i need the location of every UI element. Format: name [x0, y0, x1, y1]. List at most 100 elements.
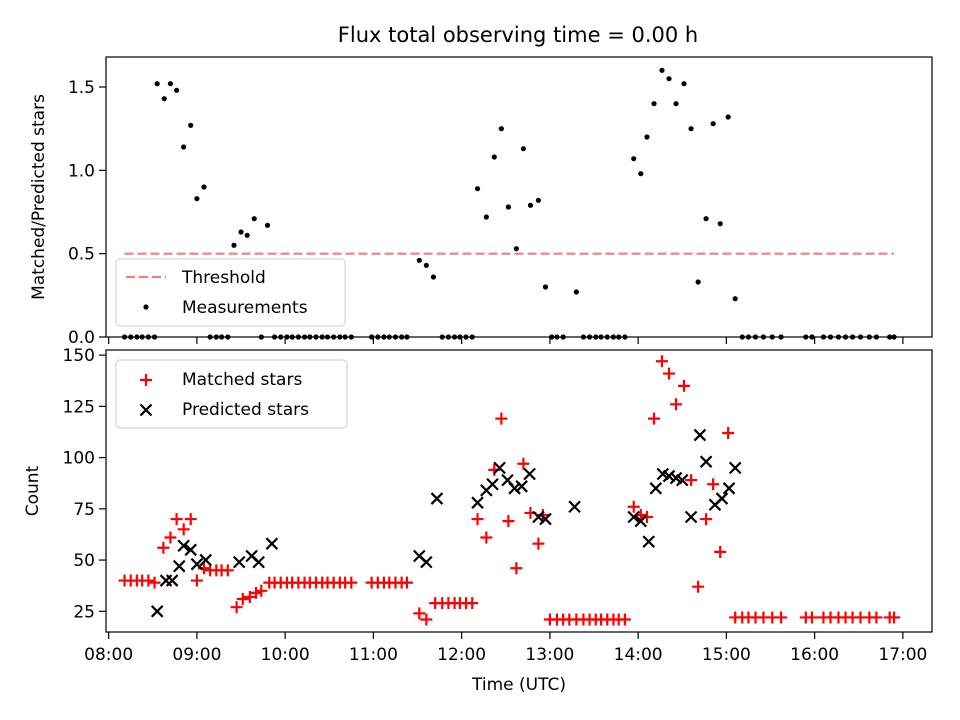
predicted-star-point [523, 467, 536, 481]
bottom-xtick-label: 12:00 [437, 645, 486, 665]
bottom-ytick-label: 50 [73, 551, 95, 571]
matched-star-point [678, 379, 691, 392]
top-axes-frame [105, 56, 933, 338]
matched-star-point [420, 613, 433, 626]
bottom-ytick-label: 25 [73, 602, 95, 622]
legend-measurements-label: Measurements [182, 298, 308, 318]
matched-star-point [692, 580, 705, 593]
matched-star-point [177, 523, 190, 536]
predicted-star-point [515, 480, 528, 493]
measurement-point [573, 289, 579, 295]
matched-star-point [495, 412, 508, 425]
bottom-xtick-label: 09:00 [172, 645, 221, 665]
predicted-star-point [715, 492, 729, 505]
matched-star-point [870, 611, 883, 624]
measurement-point [681, 81, 687, 87]
matched-star-point [243, 590, 256, 603]
legend-predicted-label: Predicted stars [182, 400, 309, 420]
legend-threshold-label: Threshold [181, 268, 266, 288]
predicted-star-point [642, 535, 656, 548]
matched-star-point [250, 586, 263, 599]
predicted-star-point [172, 559, 186, 573]
measurement-point [542, 284, 549, 290]
predicted-star-point [265, 537, 279, 550]
matched-star-point [413, 607, 426, 620]
top-ytick-label: 0.0 [68, 328, 95, 348]
predicted-star-point [420, 555, 433, 569]
matched-star-point [700, 513, 713, 526]
bottom-xtick-label: 16:00 [790, 645, 839, 665]
matched-star-point [805, 611, 818, 624]
measurement-point [688, 126, 694, 132]
matched-star-point [502, 515, 515, 528]
measurement-point [264, 222, 271, 228]
matched-star-point [480, 531, 493, 544]
measurement-point [666, 76, 672, 82]
bottom-ytick-label: 100 [63, 449, 95, 469]
matched-star-point [714, 545, 727, 558]
top-y-axis-label: Matched/Predicted stars [29, 94, 49, 300]
bottom-ytick-label: 75 [73, 500, 95, 520]
matched-star-point [627, 500, 640, 513]
matched-star-point [648, 412, 661, 425]
measurement-point [423, 262, 429, 268]
matched-star-point [164, 531, 177, 544]
predicted-star-point [493, 461, 506, 475]
legend-box [115, 258, 346, 327]
matched-star-point [230, 601, 243, 614]
predicted-star-point [232, 555, 246, 569]
measurement-point [474, 186, 481, 192]
matched-star-point [400, 576, 413, 589]
x-axis-label: Time (UTC) [471, 675, 566, 695]
bottom-y-axis-label: Count [23, 465, 43, 516]
legend-predicted-swatch [139, 403, 153, 417]
bottom-xtick-label: 15:00 [702, 645, 751, 665]
measurement-point [520, 146, 527, 152]
top-axes: 0.0 0.5 1.0 1.5 Matched/Predicted stars Thr… [29, 56, 933, 348]
predicted-star-point [627, 510, 640, 524]
matched-star-point [655, 355, 668, 368]
top-ticks: 0.0 0.5 1.0 1.5 [68, 78, 904, 348]
matched-star-point [466, 597, 479, 610]
top-ytick-label: 0.5 [68, 245, 95, 265]
legend-matched-swatch [140, 374, 152, 386]
measurement-point [631, 156, 637, 162]
measurement-point [416, 257, 422, 263]
matched-star-point [670, 398, 683, 411]
measurement-point [659, 67, 665, 73]
bottom-axes: 25 50 75 100 125 150 08:00 09:00 10:00 11:00 12:00… [23, 346, 933, 695]
predicted-star-point [508, 482, 521, 495]
measurement-point [717, 221, 723, 227]
predicted-star-point [150, 605, 164, 618]
predicted-star-point [649, 482, 663, 495]
measurement-point [161, 96, 167, 102]
predicted-star-point [634, 514, 648, 528]
measurement-point [535, 197, 542, 203]
measurement-point [483, 214, 489, 220]
predicted-star-point [471, 496, 484, 509]
matched-star-point [775, 611, 788, 624]
measurement-point [703, 216, 709, 222]
bottom-legend: Matched stars Predicted stars [115, 359, 348, 429]
predicted-star-point [675, 473, 689, 487]
top-ytick-label: 1.0 [68, 161, 95, 181]
bottom-data-layer [118, 355, 901, 626]
matched-star-point [157, 541, 170, 554]
measurement-point [644, 134, 650, 140]
measurement-point [491, 154, 497, 160]
matched-star-point [221, 564, 234, 577]
predicted-star-point [568, 500, 581, 514]
bottom-xtick-label: 17:00 [878, 645, 927, 665]
top-ytick-label: 1.5 [68, 78, 95, 98]
matched-star-point [685, 474, 698, 487]
matched-star-point [640, 511, 653, 524]
predicted-star-point [693, 428, 707, 442]
measurement-point [710, 121, 716, 127]
bottom-xtick-label: 11:00 [349, 645, 398, 665]
matched-star-point [142, 574, 155, 587]
predicted-star-point [430, 492, 444, 505]
matched-star-point [517, 457, 530, 470]
measurement-point [181, 144, 187, 150]
matched-star-point [510, 562, 523, 575]
